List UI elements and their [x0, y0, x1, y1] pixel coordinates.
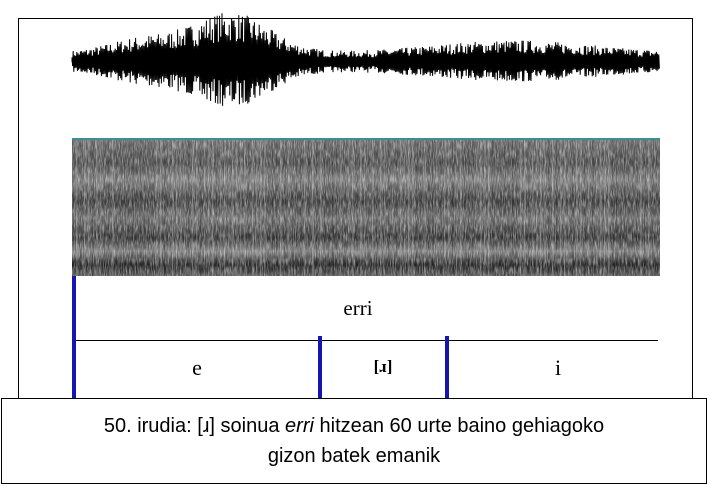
segment-label: [ɹ] [374, 357, 393, 376]
word-label: erri [343, 296, 372, 320]
caption-text: gizon batek emanik [267, 445, 441, 467]
caption-word: erri [285, 415, 314, 437]
figure: erri e [ɹ] i [18, 13, 693, 398]
caption-line: 50. irudia: [ɹ] soinua erri hitzean 60 u… [2, 411, 706, 441]
caption: 50. irudia: [ɹ] soinua erri hitzean 60 u… [1, 398, 707, 484]
caption-line: gizon batek emanik [2, 441, 706, 471]
waveform [71, 13, 660, 106]
caption-text: hitzean 60 urte baino gehiagoko [319, 415, 605, 437]
spectrogram [72, 139, 660, 276]
segment-label: e [192, 355, 202, 380]
cell-border [18, 18, 693, 398]
caption-text: 50. irudia: [ɹ] soinua [103, 415, 280, 437]
segment-label: i [555, 355, 561, 380]
